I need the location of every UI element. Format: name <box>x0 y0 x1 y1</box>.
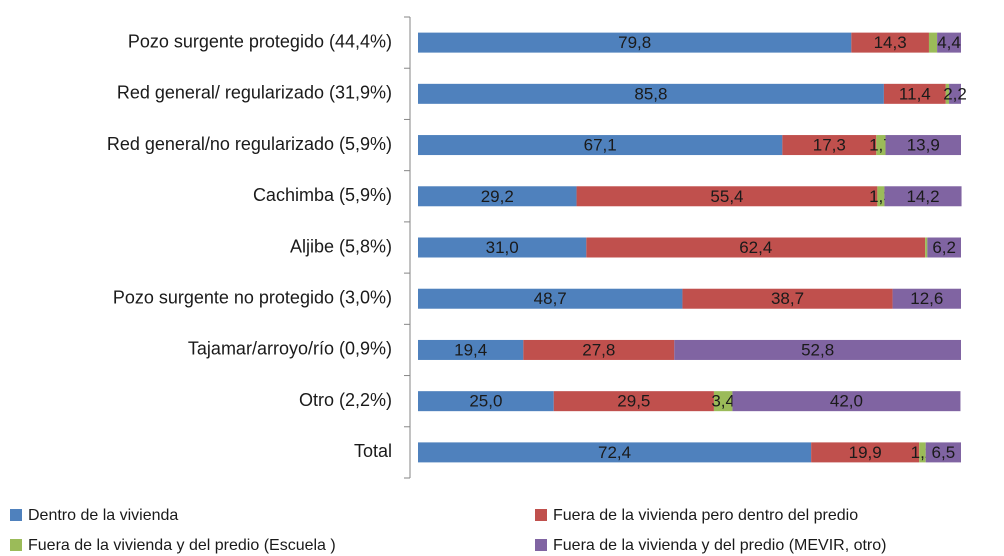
bar-segment <box>927 237 961 258</box>
bar-segment <box>811 442 920 463</box>
data-label: 29,5 <box>617 392 650 411</box>
bar-segment <box>418 237 587 258</box>
bar-segment <box>553 391 714 412</box>
bar-segment <box>523 339 675 360</box>
bar-segment <box>949 83 961 104</box>
bar-segment <box>418 442 812 463</box>
data-label: 4,4 <box>937 33 961 52</box>
data-label: 14,3 <box>874 33 907 52</box>
bar-segment <box>418 186 577 207</box>
bar-segment <box>732 391 961 412</box>
bar-segment <box>876 135 886 156</box>
data-label: 6,2 <box>932 238 956 257</box>
data-label: 72,4 <box>598 443 631 462</box>
data-label: 17,3 <box>813 136 846 155</box>
bar-segment <box>418 135 783 156</box>
data-label: 29,2 <box>481 187 514 206</box>
bar-segment <box>885 135 961 156</box>
data-label: 67,1 <box>584 136 617 155</box>
data-label: 6,5 <box>932 443 956 462</box>
bar-segment <box>418 288 683 309</box>
category-label: Aljibe (5,8%) <box>290 236 392 256</box>
legend-swatch <box>10 539 22 551</box>
legend-label: Fuera de la vivienda pero dentro del pre… <box>553 507 858 524</box>
bar-segment <box>713 391 733 412</box>
category-label: Red general/ regularizado (31,9%) <box>117 83 392 103</box>
data-label: 48,7 <box>534 289 567 308</box>
bar-segment <box>674 339 961 360</box>
data-label: 27,8 <box>582 340 615 359</box>
bar-segment <box>418 339 524 360</box>
category-label: Pozo surgente no protegido (3,0%) <box>113 287 392 307</box>
data-label: 38,7 <box>771 289 804 308</box>
bar-segment <box>919 442 926 463</box>
bar-segment <box>937 32 961 53</box>
bar-segment <box>877 186 885 207</box>
category-label: Cachimba (5,9%) <box>253 185 392 205</box>
data-label: 55,4 <box>710 187 743 206</box>
data-label: 14,2 <box>906 187 939 206</box>
bar-segment <box>884 186 962 207</box>
bar-segment <box>576 186 878 207</box>
legend-swatch <box>10 509 22 521</box>
legend-label: Fuera de la vivienda y del predio (Escue… <box>28 537 336 554</box>
data-label: 3,4 <box>711 392 735 411</box>
data-label: 19,4 <box>454 340 487 359</box>
bar-segment <box>586 237 926 258</box>
data-label: 13,9 <box>907 136 940 155</box>
data-label: 19,9 <box>849 443 882 462</box>
bar-segment <box>682 288 893 309</box>
data-label: 85,8 <box>634 84 667 103</box>
data-label: 42,0 <box>830 392 863 411</box>
data-label: 2,2 <box>943 84 967 103</box>
legend-label: Dentro de la vivienda <box>28 507 178 524</box>
bar-segment <box>851 32 929 53</box>
category-label: Tajamar/arroyo/río (0,9%) <box>188 339 392 359</box>
legend-swatch <box>535 509 547 521</box>
data-label: 11,4 <box>899 84 931 103</box>
bar-segment <box>418 391 554 412</box>
data-label: 31,0 <box>486 238 519 257</box>
bar-segment <box>925 442 961 463</box>
data-label: 12,6 <box>910 289 943 308</box>
data-label: 25,0 <box>469 392 502 411</box>
bar-segment <box>418 32 852 53</box>
data-label: 52,8 <box>801 340 834 359</box>
legend-label: Fuera de la vivienda y del predio (MEVIR… <box>553 537 886 554</box>
bar-segment <box>782 135 877 156</box>
category-label: Otro (2,2%) <box>299 390 392 410</box>
bar-segment <box>925 237 928 258</box>
category-label: Total <box>354 441 392 461</box>
data-label: 79,8 <box>618 33 651 52</box>
bar-segment <box>945 83 950 104</box>
bar-segment <box>892 288 961 309</box>
bar-segment <box>883 83 946 104</box>
category-label: Red general/no regularizado (5,9%) <box>107 134 392 154</box>
legend-swatch <box>535 539 547 551</box>
bar-segment <box>928 32 938 53</box>
data-label: 62,4 <box>739 238 772 257</box>
category-label: Pozo surgente protegido (44,4%) <box>128 31 392 51</box>
bar-segment <box>418 83 884 104</box>
